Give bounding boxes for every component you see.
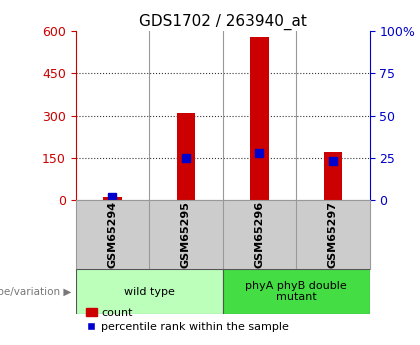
- Text: GSM65294: GSM65294: [108, 201, 117, 268]
- Text: phyA phyB double
mutant: phyA phyB double mutant: [245, 281, 347, 302]
- Bar: [223, 269, 370, 314]
- Title: GDS1702 / 263940_at: GDS1702 / 263940_at: [139, 13, 307, 30]
- Text: GSM65296: GSM65296: [255, 201, 264, 268]
- Text: GSM65297: GSM65297: [328, 201, 338, 268]
- Bar: [250, 37, 268, 200]
- Text: wild type: wild type: [123, 287, 175, 296]
- Legend: count, percentile rank within the sample: count, percentile rank within the sample: [81, 304, 294, 336]
- Text: genotype/variation ▶: genotype/variation ▶: [0, 287, 71, 296]
- Text: GSM65295: GSM65295: [181, 201, 191, 268]
- Bar: [324, 152, 342, 200]
- Bar: [103, 197, 121, 200]
- Bar: [76, 269, 223, 314]
- Bar: [177, 113, 195, 200]
